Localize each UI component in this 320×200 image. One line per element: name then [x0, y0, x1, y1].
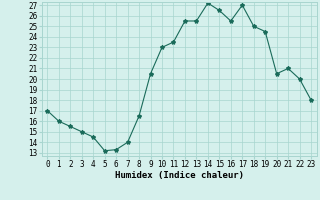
X-axis label: Humidex (Indice chaleur): Humidex (Indice chaleur) — [115, 171, 244, 180]
